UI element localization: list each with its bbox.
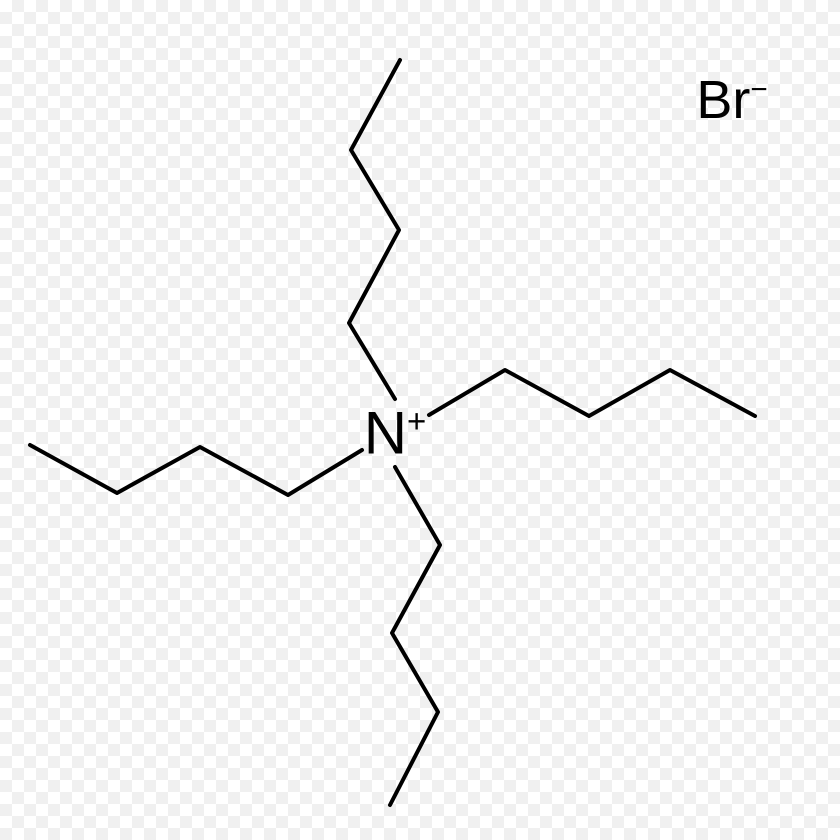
nitrogen-charge: +	[407, 403, 426, 440]
chain-bottom	[390, 467, 440, 805]
bromide-counterion-label: Br−	[696, 69, 767, 131]
chain-left	[30, 445, 362, 495]
chain-right	[429, 370, 755, 416]
bromide-symbol: Br	[696, 70, 750, 130]
canvas: N+ Br−	[0, 0, 840, 840]
chain-top	[349, 60, 400, 399]
nitrogen-symbol: N	[364, 400, 407, 467]
nitrogen-atom-label: N+	[364, 399, 427, 468]
bromide-charge: −	[750, 73, 767, 106]
